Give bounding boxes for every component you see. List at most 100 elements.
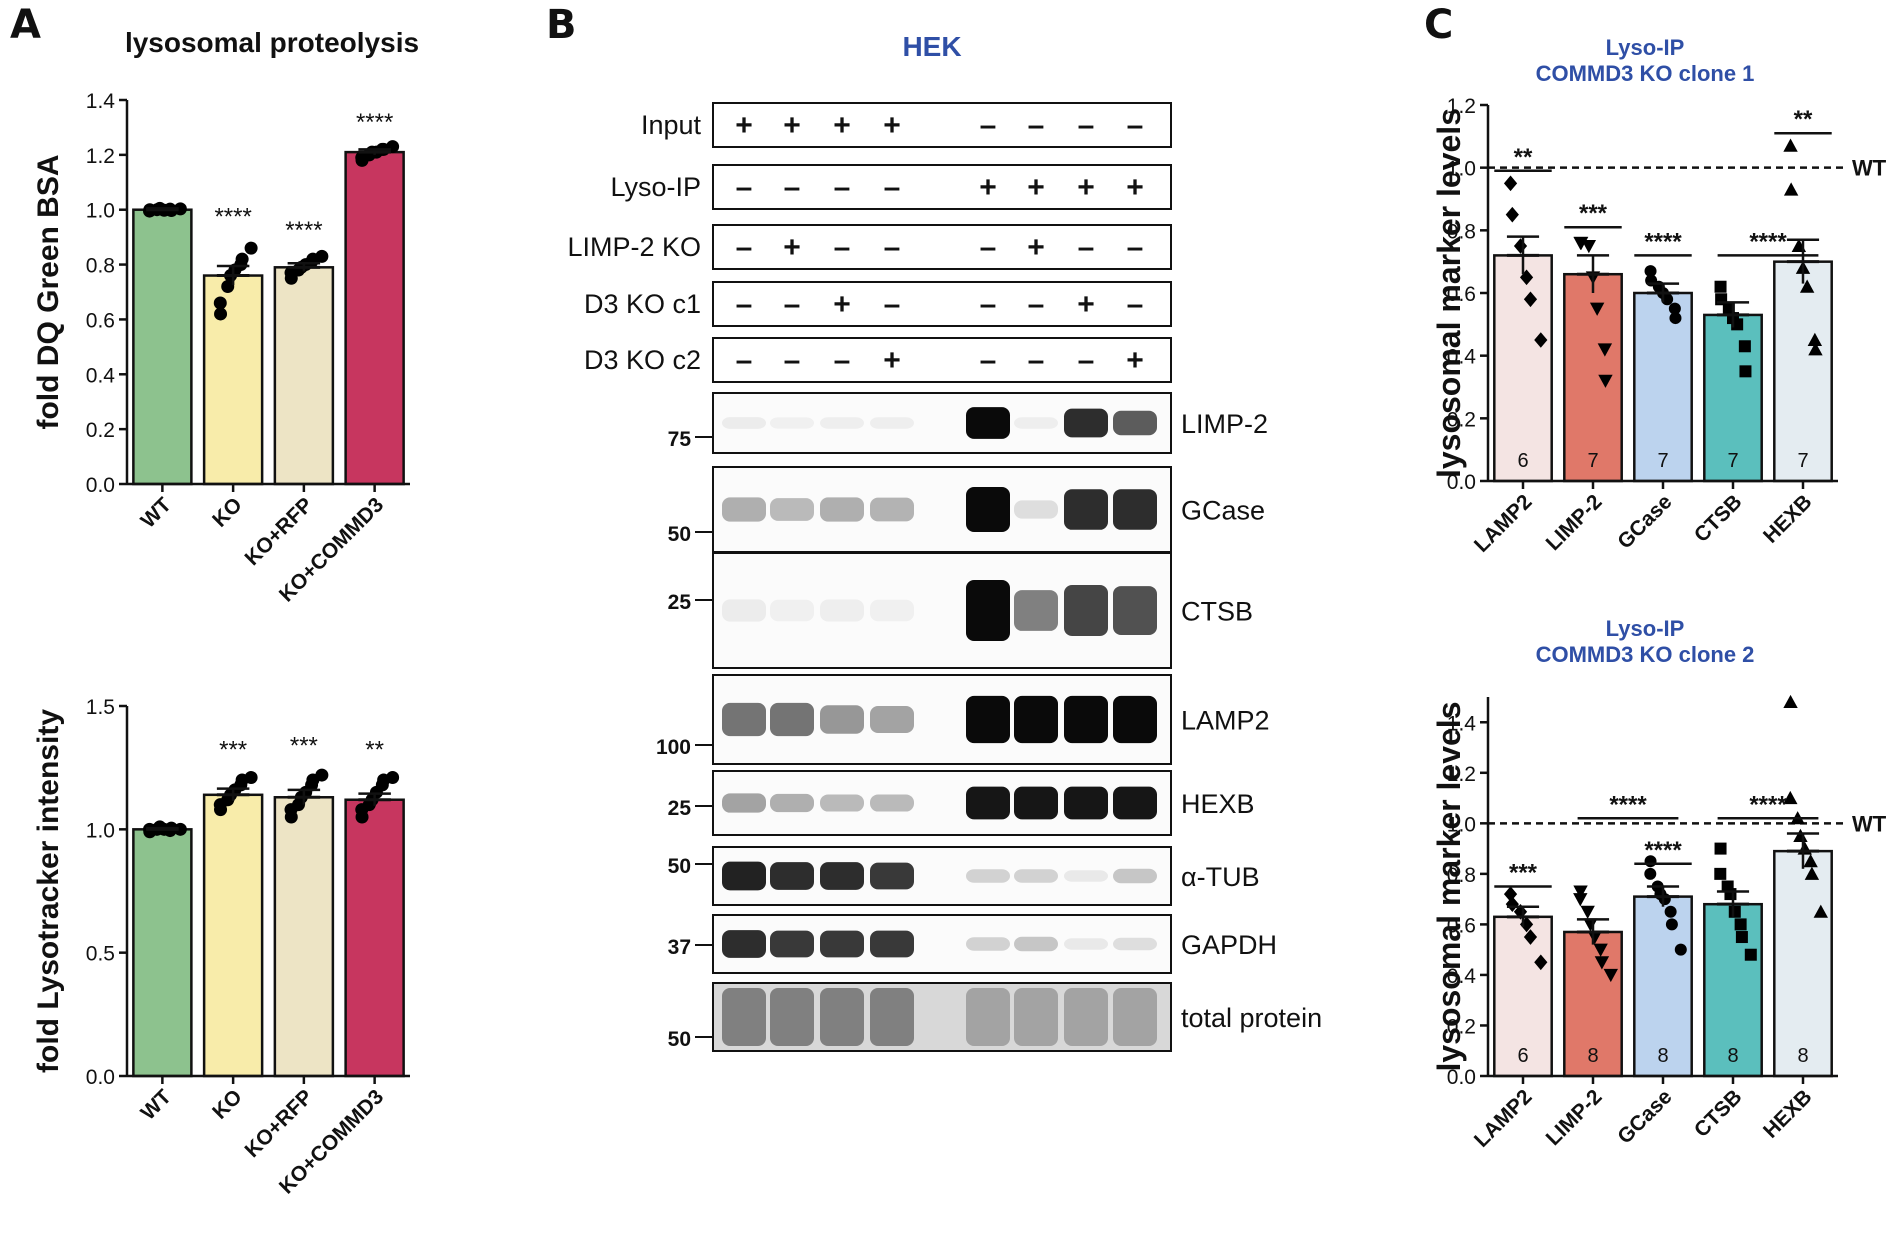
condition-mark: – bbox=[784, 288, 801, 321]
data-point bbox=[1728, 905, 1741, 918]
condition-mark: – bbox=[834, 231, 851, 264]
significance-label: **** bbox=[1644, 837, 1682, 864]
sample-size-label: 8 bbox=[1657, 1045, 1668, 1067]
significance-label: *** bbox=[1509, 860, 1538, 887]
significance-label: **** bbox=[1749, 228, 1787, 255]
condition-row-label: D3 KO c2 bbox=[584, 345, 701, 375]
chart-subtitle: COMMD3 KO clone 2 bbox=[1536, 642, 1755, 667]
y-tick-label: 1.2 bbox=[86, 145, 115, 168]
condition-mark: – bbox=[884, 171, 901, 204]
data-point bbox=[1644, 265, 1657, 278]
sample-size-label: 8 bbox=[1727, 1045, 1738, 1067]
condition-mark: – bbox=[784, 344, 801, 377]
data-point bbox=[1793, 828, 1808, 842]
significance-label: *** bbox=[1579, 200, 1608, 227]
condition-row-label: D3 KO c1 bbox=[584, 289, 701, 319]
data-point bbox=[214, 307, 228, 321]
condition-mark: – bbox=[834, 344, 851, 377]
chart-subtitle: COMMD3 KO clone 1 bbox=[1536, 61, 1755, 86]
blot-band bbox=[870, 417, 914, 429]
data-point bbox=[1668, 302, 1681, 315]
blot-band bbox=[1014, 869, 1058, 883]
blot-band bbox=[1064, 870, 1108, 882]
condition-mark: – bbox=[1078, 231, 1095, 264]
condition-mark: – bbox=[1127, 231, 1144, 264]
chart-title: Lyso-IP bbox=[1606, 616, 1685, 641]
data-point bbox=[1598, 374, 1613, 388]
y-tick-label: 0.6 bbox=[1447, 283, 1476, 306]
sample-size-label: 7 bbox=[1797, 450, 1808, 472]
blot-band bbox=[1064, 938, 1108, 950]
data-point bbox=[1589, 302, 1605, 316]
y-tick-label: 1.0 bbox=[1447, 158, 1476, 181]
x-tick-label: HEXB bbox=[1759, 1085, 1817, 1143]
condition-mark: + bbox=[783, 231, 801, 264]
blot-band bbox=[1014, 417, 1058, 429]
condition-row-box bbox=[712, 164, 1172, 210]
data-point bbox=[1503, 175, 1518, 192]
data-point bbox=[1503, 886, 1518, 902]
data-point bbox=[1738, 340, 1751, 353]
chart-title: lysosomal proteolysis bbox=[125, 27, 419, 58]
data-point bbox=[1593, 943, 1608, 957]
data-point bbox=[1505, 896, 1519, 912]
blot-band bbox=[820, 930, 864, 958]
data-point bbox=[1573, 893, 1588, 907]
data-point bbox=[1808, 342, 1823, 356]
panel-letter-a: A bbox=[10, 2, 41, 48]
y-tick-label: 0.6 bbox=[1447, 914, 1476, 937]
blot-band bbox=[1064, 408, 1108, 438]
blot-band bbox=[1113, 410, 1157, 436]
blot-band bbox=[966, 695, 1010, 744]
x-tick-label: CTSB bbox=[1690, 490, 1747, 547]
blot-band bbox=[1064, 489, 1108, 530]
data-point bbox=[1669, 312, 1682, 325]
bar-LIMP-2 bbox=[1563, 930, 1623, 1078]
blot-panel-label: α-TUB bbox=[1181, 862, 1260, 892]
y-tick-label: 0.4 bbox=[86, 364, 116, 387]
reference-line-label: WT bbox=[1852, 156, 1887, 181]
bar-WT bbox=[132, 208, 193, 486]
molecular-weight-label: 25 bbox=[668, 797, 692, 820]
x-tick-label: WT bbox=[137, 1085, 176, 1124]
blot-band bbox=[966, 937, 1010, 951]
y-tick-label: 0.8 bbox=[1447, 864, 1476, 887]
significance-label: ** bbox=[1794, 106, 1813, 133]
significance-label: **** bbox=[285, 217, 322, 244]
bar-LAMP2 bbox=[1493, 254, 1553, 483]
y-tick-label: 0.2 bbox=[86, 419, 115, 442]
data-point bbox=[1581, 240, 1597, 254]
chart-A-bottom: fold Lysotracker intensity 0.0 0.5 1.0 1.5 WT… bbox=[32, 696, 410, 1198]
condition-mark: – bbox=[884, 231, 901, 264]
x-tick-label: GCase bbox=[1613, 1085, 1676, 1148]
blot-band bbox=[870, 497, 914, 522]
blot-band bbox=[820, 599, 864, 622]
condition-mark: + bbox=[979, 171, 997, 204]
condition-mark: – bbox=[980, 231, 997, 264]
blot-panel-label: total protein bbox=[1181, 1003, 1322, 1033]
significance-label: **** bbox=[1644, 228, 1682, 255]
condition-mark: + bbox=[1027, 171, 1045, 204]
chart-title: Lyso-IP bbox=[1606, 35, 1685, 60]
x-tick-label: LIMP-2 bbox=[1542, 490, 1607, 555]
blot-panel-LIMP-2: LIMP-2 75 bbox=[668, 392, 1268, 454]
condition-mark: – bbox=[1078, 109, 1095, 142]
molecular-weight-label: 50 bbox=[668, 1028, 691, 1051]
condition-row-box bbox=[712, 337, 1172, 383]
data-point bbox=[1603, 968, 1618, 983]
sample-size-label: 8 bbox=[1587, 1045, 1598, 1067]
blot-band bbox=[770, 793, 814, 813]
blot-band bbox=[966, 580, 1010, 641]
data-point bbox=[1714, 280, 1727, 293]
data-point bbox=[1665, 918, 1678, 931]
significance-label: ** bbox=[365, 736, 384, 763]
blot-band bbox=[1064, 695, 1108, 744]
data-point bbox=[1513, 238, 1528, 254]
data-point bbox=[1658, 893, 1671, 906]
y-tick-label: 0.8 bbox=[86, 255, 115, 278]
condition-mark: + bbox=[1077, 171, 1095, 204]
y-tick-label: 0.6 bbox=[86, 309, 115, 332]
data-point bbox=[1735, 931, 1748, 944]
y-tick-label: 0.0 bbox=[1447, 1066, 1476, 1089]
